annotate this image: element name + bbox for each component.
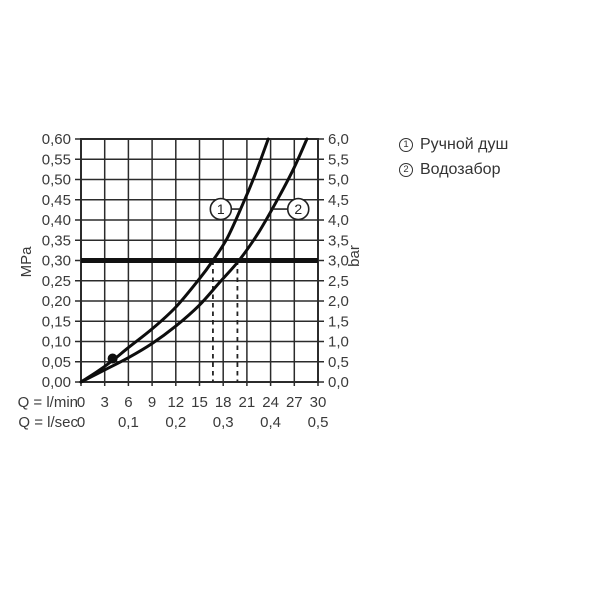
x-lmin-tick-label: 6 (124, 394, 132, 411)
series-marker-number-2: 2 (294, 201, 302, 217)
y-right-tick-label: 5,5 (328, 151, 349, 168)
x-lmin-tick-label: 12 (167, 394, 184, 411)
y-axis-left-unit-label: MPa (18, 246, 35, 278)
legend-symbol-2-icon: 2 (399, 163, 413, 177)
y-right-tick-label: 2,0 (328, 293, 349, 310)
y-right-tick-label: 1,5 (328, 313, 349, 330)
x-lmin-tick-label: 21 (239, 394, 256, 411)
y-right-tick-label: 5,0 (328, 172, 349, 189)
y-right-tick-label: 1,0 (328, 334, 349, 351)
x-lsec-tick-label: 0,5 (308, 414, 329, 431)
y-right-tick-label: 3,5 (328, 232, 349, 249)
x-lsec-tick-label: 0,1 (118, 414, 139, 431)
legend: 1 Ручной душ 2 Водозабор (399, 136, 508, 179)
legend-item-water-intake: 2 Водозабор (399, 161, 508, 179)
x-lmin-tick-label: 18 (215, 394, 232, 411)
y-left-tick-label: 0,20 (42, 293, 71, 310)
x-lmin-tick-label: 15 (191, 394, 208, 411)
x-axis-lmin-label: Q = l/min (18, 394, 78, 411)
x-lmin-tick-label: 24 (262, 394, 279, 411)
annotation-under-layer (212, 260, 239, 382)
y-left-tick-label: 0,00 (42, 374, 71, 391)
legend-item-hand-shower: 1 Ручной душ (399, 136, 508, 154)
legend-label-hand-shower: Ручной душ (420, 136, 509, 153)
y-left-tick-label: 0,50 (42, 172, 71, 189)
y-right-tick-label: 0,5 (328, 354, 349, 371)
x-lsec-tick-label: 0 (77, 414, 85, 431)
y-left-tick-label: 0,05 (42, 354, 71, 371)
y-left-tick-label: 0,45 (42, 192, 71, 209)
x-lsec-tick-label: 0,2 (165, 414, 186, 431)
y-left-tick-label: 0,25 (42, 273, 71, 290)
series-marker-number-1: 1 (217, 201, 225, 217)
x-axis-lsec-label: Q = l/sec (18, 414, 78, 431)
x-lmin-tick-label: 9 (148, 394, 156, 411)
x-lmin-tick-label: 0 (77, 394, 85, 411)
y-right-tick-label: 4,5 (328, 192, 349, 209)
x-lsec-tick-label: 0,4 (260, 414, 281, 431)
series-marker-circle-1 (209, 197, 233, 221)
minimum-flow-dot (107, 353, 118, 364)
y-axis-right-unit-label: bar (346, 245, 363, 267)
x-lmin-tick-label: 30 (310, 394, 327, 411)
y-right-tick-label: 6,0 (328, 131, 349, 148)
y-left-tick-label: 0,35 (42, 232, 71, 249)
y-right-tick-label: 0,0 (328, 374, 349, 391)
x-lmin-tick-label: 27 (286, 394, 303, 411)
y-left-tick-label: 0,40 (42, 212, 71, 229)
y-left-tick-label: 0,60 (42, 131, 71, 148)
grid-layer: 0,60 6,00,55 5,50,50 5,00,45 4,50,40 4,00,35 3… (42, 131, 349, 431)
x-lmin-tick-label: 3 (101, 394, 109, 411)
y-right-tick-label: 2,5 (328, 273, 349, 290)
x-lsec-tick-label: 0,3 (213, 414, 234, 431)
y-right-tick-label: 4,0 (328, 212, 349, 229)
series-curve-2 (79, 137, 309, 384)
y-left-tick-label: 0,55 (42, 151, 71, 168)
series-marker-circle-2 (286, 197, 310, 221)
y-left-tick-label: 0,15 (42, 313, 71, 330)
axis-label-layer: MPa bar Q = l/min Q = l/sec (18, 245, 363, 431)
y-left-tick-label: 0,10 (42, 334, 71, 351)
legend-symbol-1-icon: 1 (399, 138, 413, 152)
legend-label-water-intake: Водозабор (420, 161, 501, 178)
y-right-tick-label: 3,0 (328, 253, 349, 270)
y-left-tick-label: 0,30 (42, 253, 71, 270)
